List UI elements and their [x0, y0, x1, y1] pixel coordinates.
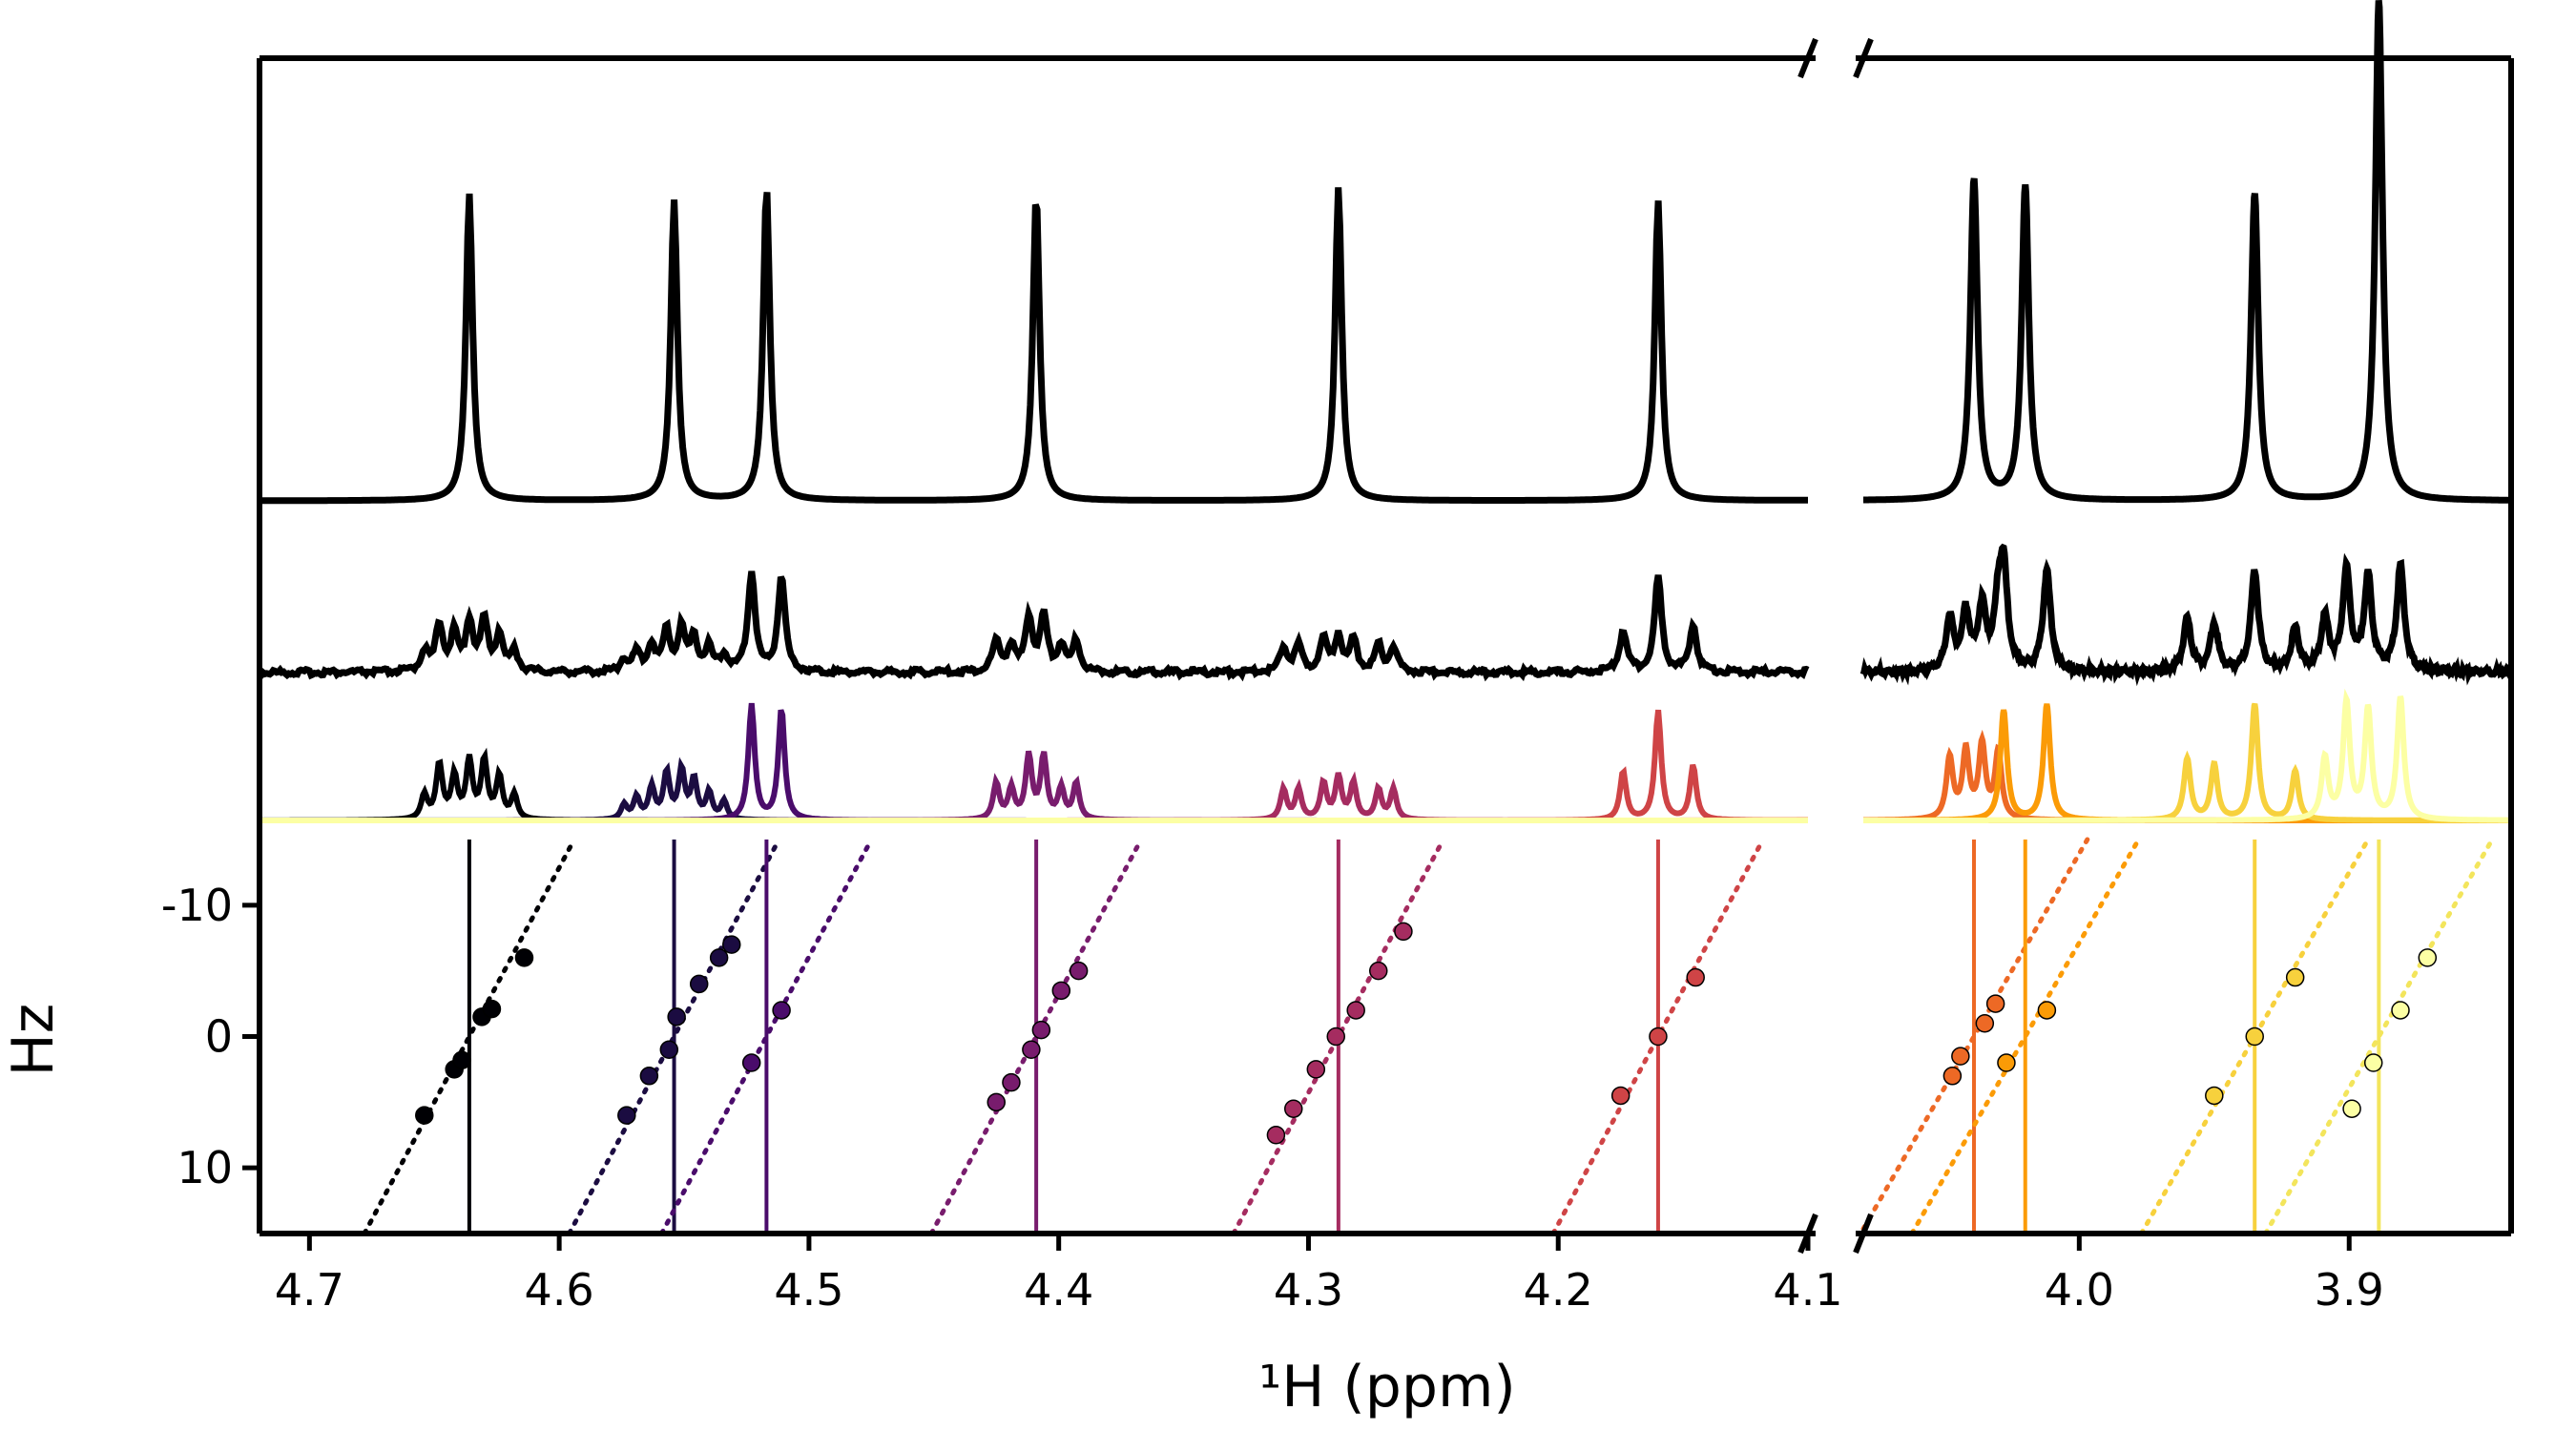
peak-point-5-1	[1649, 1027, 1668, 1047]
peak-point-2-1	[772, 1001, 791, 1020]
peak-point-0-4	[482, 999, 502, 1019]
spectra-layer	[257, 0, 2514, 823]
peak-point-9-2	[2391, 1001, 2410, 1020]
y-tick-label: 0	[205, 1011, 233, 1063]
peak-point-5-2	[1686, 967, 1705, 987]
peak-point-8-2	[2285, 967, 2305, 987]
peak-point-1-1	[639, 1067, 659, 1086]
fitted-multiplet-8	[1863, 702, 2511, 823]
axis-break-mark	[1797, 37, 1818, 79]
peak-point-7-0	[1997, 1053, 2016, 1072]
x-tick-label: 4.0	[2045, 1264, 2114, 1316]
peak-point-1-0	[617, 1106, 636, 1125]
peak-point-7-1	[2037, 1001, 2057, 1020]
peak-point-9-1	[2363, 1053, 2383, 1072]
peak-point-4-2	[1306, 1060, 1326, 1079]
peak-point-4-3	[1326, 1027, 1345, 1047]
peak-point-4-0	[1266, 1126, 1286, 1145]
peak-point-8-0	[2205, 1086, 2224, 1106]
x-tick-label: 4.5	[774, 1264, 843, 1316]
x-tick-label: 4.4	[1024, 1264, 1093, 1316]
y-tick-label: -10	[161, 880, 233, 931]
y-axis-label: Hz	[0, 1004, 67, 1077]
x-tick-label: 4.2	[1524, 1264, 1593, 1316]
axes-frame	[257, 37, 2514, 1255]
x-tick-label: 4.1	[1773, 1264, 1842, 1316]
peak-point-4-6	[1394, 922, 1413, 942]
top-spectrum-trace	[1863, 0, 2511, 504]
peak-point-3-2	[1022, 1040, 1041, 1060]
axis-break-mark	[1853, 37, 1874, 79]
peak-point-9-0	[2342, 1099, 2361, 1118]
fit-line-7	[1909, 837, 2142, 1236]
peak-point-6-3	[1985, 994, 2005, 1013]
peak-point-5-0	[1610, 1086, 1631, 1106]
fit-line-9	[2263, 837, 2495, 1236]
experimental-spectrum-trace	[1859, 543, 2514, 687]
y-tick-label: 10	[177, 1142, 233, 1193]
peak-point-0-0	[415, 1106, 434, 1125]
peak-point-3-5	[1069, 961, 1089, 981]
top-spectrum-trace	[260, 187, 1808, 505]
peak-point-1-4	[689, 974, 709, 994]
experimental-spectrum-trace	[257, 570, 1810, 682]
peak-point-0-2	[452, 1050, 471, 1070]
x-tick-label: 4.7	[275, 1264, 344, 1316]
x-tick-label: 3.9	[2315, 1264, 2384, 1316]
peak-point-1-2	[659, 1040, 679, 1060]
peak-point-3-4	[1051, 981, 1071, 1001]
axis-ticks: 4.7 4.6 4.5 4.4 4.3 4.2 4.1 4.0 3.9 -10 0 10	[161, 880, 2384, 1316]
peak-scatter-layer	[362, 837, 2495, 1236]
peak-point-6-0	[1942, 1067, 1963, 1086]
peak-point-3-1	[1002, 1072, 1021, 1092]
peak-point-4-1	[1283, 1099, 1303, 1118]
peak-point-1-5	[709, 948, 729, 967]
peak-point-4-4	[1346, 1001, 1365, 1020]
peak-point-3-0	[987, 1092, 1006, 1112]
peak-point-0-5	[514, 948, 534, 967]
peak-point-1-3	[667, 1007, 686, 1027]
x-axis-label: ¹H (ppm)	[1258, 1354, 1516, 1421]
peak-point-3-3	[1031, 1020, 1051, 1040]
peak-point-4-5	[1368, 961, 1388, 981]
peak-point-9-3	[2418, 948, 2438, 967]
peak-point-2-0	[741, 1053, 761, 1072]
fitted-multiplet-2	[260, 702, 1808, 823]
fitted-multiplet-3	[260, 750, 1808, 823]
x-tick-label: 4.6	[525, 1264, 594, 1316]
axis-break-mark	[1853, 1213, 1874, 1255]
x-tick-label: 4.3	[1274, 1264, 1343, 1316]
peak-point-8-1	[2245, 1027, 2264, 1047]
fitted-multiplet-9	[1863, 688, 2511, 823]
peak-point-6-2	[1975, 1013, 1995, 1033]
peak-point-6-1	[1951, 1047, 1970, 1066]
peak-point-1-6	[722, 935, 741, 954]
